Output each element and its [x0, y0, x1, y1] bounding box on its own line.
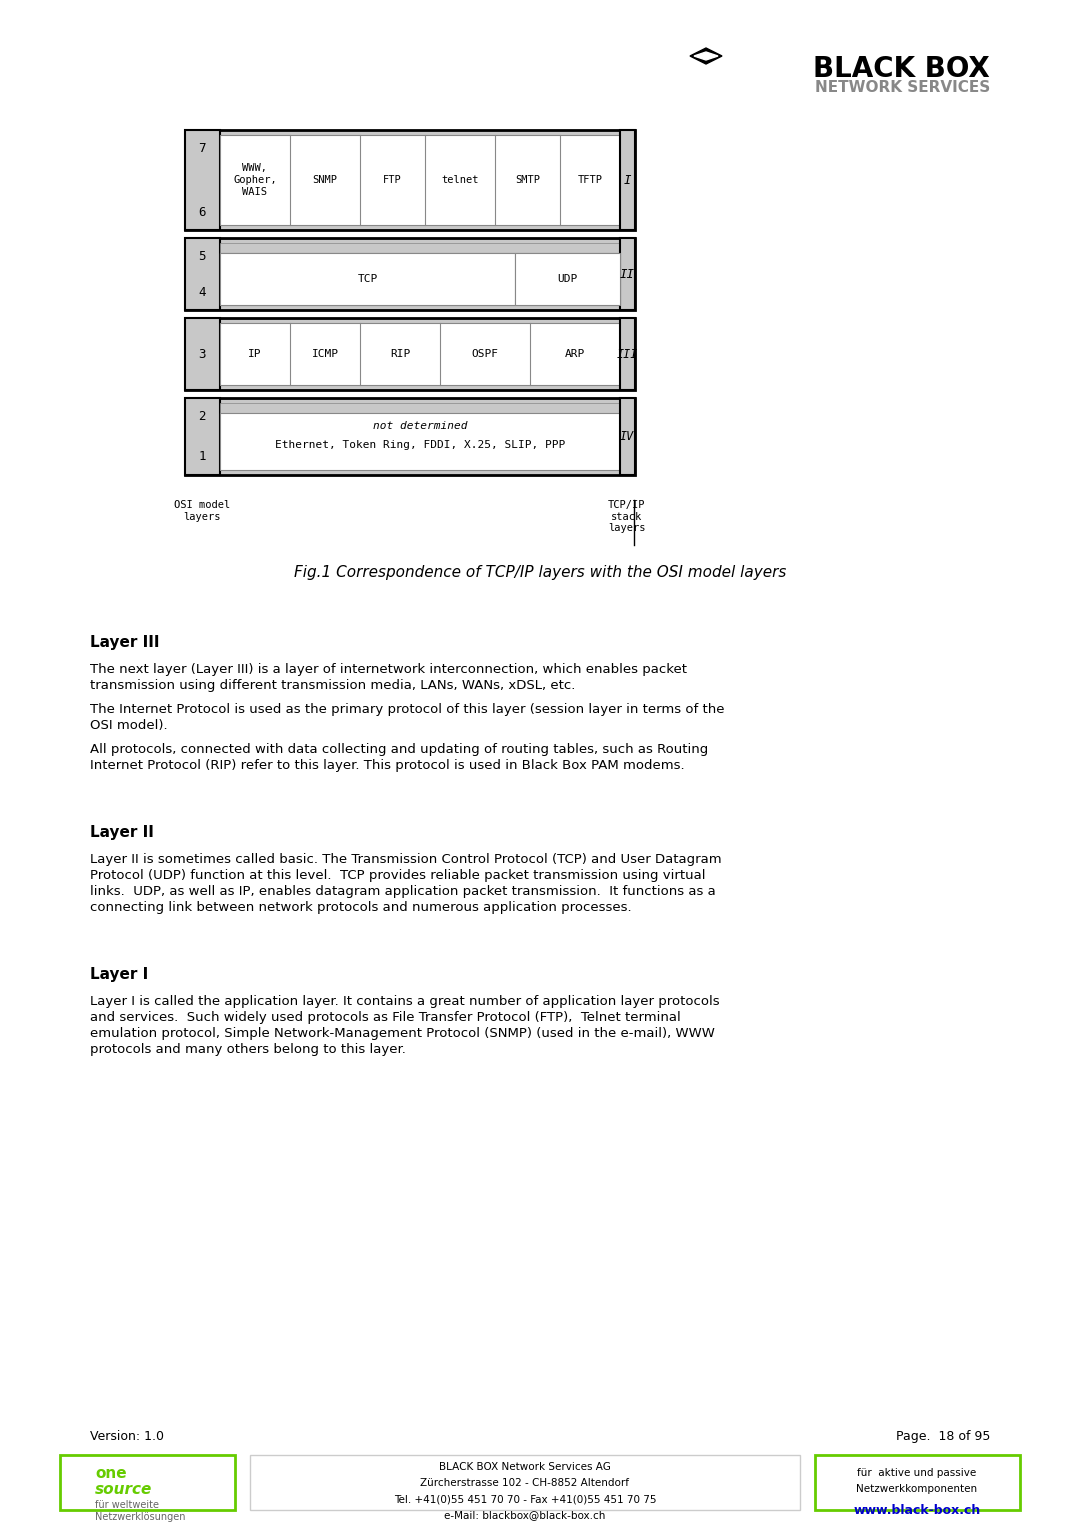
Bar: [60, 1455, 235, 1510]
Text: 2: 2: [199, 410, 206, 423]
Bar: [220, 322, 620, 385]
Text: emulation protocol, Simple Network-Management Protocol (SNMP) (used in the e-mai: emulation protocol, Simple Network-Manag…: [90, 1027, 715, 1041]
Text: Tel. +41(0)55 451 70 70 - Fax +41(0)55 451 70 75: Tel. +41(0)55 451 70 70 - Fax +41(0)55 4…: [394, 1494, 657, 1504]
Polygon shape: [690, 47, 723, 64]
Text: für  aktive und passive: für aktive und passive: [858, 1468, 976, 1478]
Text: Layer I is called the application layer. It contains a great number of applicati: Layer I is called the application layer.…: [90, 995, 719, 1008]
Bar: [185, 318, 220, 390]
Text: 6: 6: [199, 205, 206, 219]
Text: one: one: [95, 1465, 126, 1481]
Bar: [185, 238, 220, 310]
Text: II: II: [620, 267, 635, 281]
Text: Zürcherstrasse 102 - CH-8852 Altendorf: Zürcherstrasse 102 - CH-8852 Altendorf: [420, 1478, 630, 1488]
Text: IP: IP: [248, 348, 261, 359]
Text: telnet: telnet: [442, 176, 478, 185]
Text: III: III: [617, 347, 637, 361]
Text: Layer II: Layer II: [90, 825, 153, 840]
Bar: [620, 318, 635, 390]
Text: and services.  Such widely used protocols as File Transfer Protocol (FTP),  Teln: and services. Such widely used protocols…: [90, 1012, 680, 1024]
Text: 5: 5: [199, 249, 206, 263]
Text: protocols and many others belong to this layer.: protocols and many others belong to this…: [90, 1044, 406, 1056]
Text: Internet Protocol (RIP) refer to this layer. This protocol is used in Black Box : Internet Protocol (RIP) refer to this la…: [90, 759, 685, 772]
Text: ARP: ARP: [565, 348, 585, 359]
Text: IV: IV: [620, 429, 634, 443]
Bar: [220, 413, 620, 471]
Text: TCP: TCP: [357, 274, 378, 284]
Text: 7: 7: [199, 142, 206, 154]
Bar: [220, 403, 620, 413]
Text: WWW,
Gopher,
WAIS: WWW, Gopher, WAIS: [233, 163, 276, 197]
Bar: [220, 243, 620, 254]
Text: 1: 1: [199, 451, 206, 463]
Text: Layer III: Layer III: [90, 636, 160, 649]
Text: The next layer (Layer III) is a layer of internetwork interconnection, which ena: The next layer (Layer III) is a layer of…: [90, 663, 687, 675]
Polygon shape: [694, 52, 718, 60]
Text: source: source: [95, 1482, 152, 1496]
Bar: [185, 130, 220, 231]
Text: BLACK BOX: BLACK BOX: [813, 55, 990, 83]
Text: 3: 3: [199, 347, 206, 361]
Text: links.  UDP, as well as IP, enables datagram application packet transmission.  I: links. UDP, as well as IP, enables datag…: [90, 885, 716, 898]
Text: Fig.1 Correspondence of TCP/IP layers with the OSI model layers: Fig.1 Correspondence of TCP/IP layers wi…: [294, 565, 786, 581]
Bar: [620, 397, 635, 475]
Text: Version: 1.0: Version: 1.0: [90, 1430, 164, 1442]
Text: The Internet Protocol is used as the primary protocol of this layer (session lay: The Internet Protocol is used as the pri…: [90, 703, 725, 717]
Bar: [185, 397, 220, 475]
Text: www.black-box.ch: www.black-box.ch: [853, 1504, 981, 1516]
Bar: [515, 254, 620, 306]
Text: Layer I: Layer I: [90, 967, 148, 983]
Bar: [220, 254, 515, 306]
Text: Netzwerklösungen: Netzwerklösungen: [95, 1513, 186, 1522]
Text: All protocols, connected with data collecting and updating of routing tables, su: All protocols, connected with data colle…: [90, 743, 708, 756]
Text: OSI model
layers: OSI model layers: [174, 500, 230, 521]
Text: NETWORK SERVICES: NETWORK SERVICES: [814, 79, 990, 95]
Text: TFTP: TFTP: [578, 176, 603, 185]
Text: 4: 4: [199, 286, 206, 298]
Text: I: I: [623, 174, 631, 186]
Text: transmission using different transmission media, LANs, WANs, xDSL, etc.: transmission using different transmissio…: [90, 678, 576, 692]
Text: RIP: RIP: [390, 348, 410, 359]
Text: TCP/IP
stack
layers: TCP/IP stack layers: [608, 500, 646, 533]
Text: Protocol (UDP) function at this level.  TCP provides reliable packet transmissio: Protocol (UDP) function at this level. T…: [90, 869, 705, 882]
Text: SMTP: SMTP: [515, 176, 540, 185]
Bar: [220, 134, 620, 225]
Text: Ethernet, Token Ring, FDDI, X.25, SLIP, PPP: Ethernet, Token Ring, FDDI, X.25, SLIP, …: [275, 440, 565, 451]
Bar: [620, 238, 635, 310]
Text: BLACK BOX Network Services AG: BLACK BOX Network Services AG: [440, 1462, 611, 1471]
Text: Page.  18 of 95: Page. 18 of 95: [895, 1430, 990, 1442]
Bar: [185, 130, 635, 231]
Text: FTP: FTP: [383, 176, 402, 185]
Bar: [249, 1455, 800, 1510]
Bar: [185, 318, 635, 390]
Text: not determined: not determined: [373, 422, 468, 431]
Bar: [185, 397, 635, 475]
Text: ICMP: ICMP: [311, 348, 338, 359]
Bar: [220, 254, 620, 306]
Text: Layer II is sometimes called basic. The Transmission Control Protocol (TCP) and : Layer II is sometimes called basic. The …: [90, 853, 721, 866]
Text: UDP: UDP: [557, 274, 578, 284]
Text: Netzwerkkomponenten: Netzwerkkomponenten: [856, 1484, 977, 1494]
Bar: [815, 1455, 1020, 1510]
Text: SNMP: SNMP: [312, 176, 337, 185]
Text: e-Mail: blackbox@black-box.ch: e-Mail: blackbox@black-box.ch: [444, 1510, 606, 1520]
Text: OSPF: OSPF: [472, 348, 499, 359]
Bar: [185, 238, 635, 310]
Text: connecting link between network protocols and numerous application processes.: connecting link between network protocol…: [90, 902, 632, 914]
Text: OSI model).: OSI model).: [90, 720, 167, 732]
Text: für weltweite: für weltweite: [95, 1500, 159, 1510]
Bar: [620, 130, 635, 231]
